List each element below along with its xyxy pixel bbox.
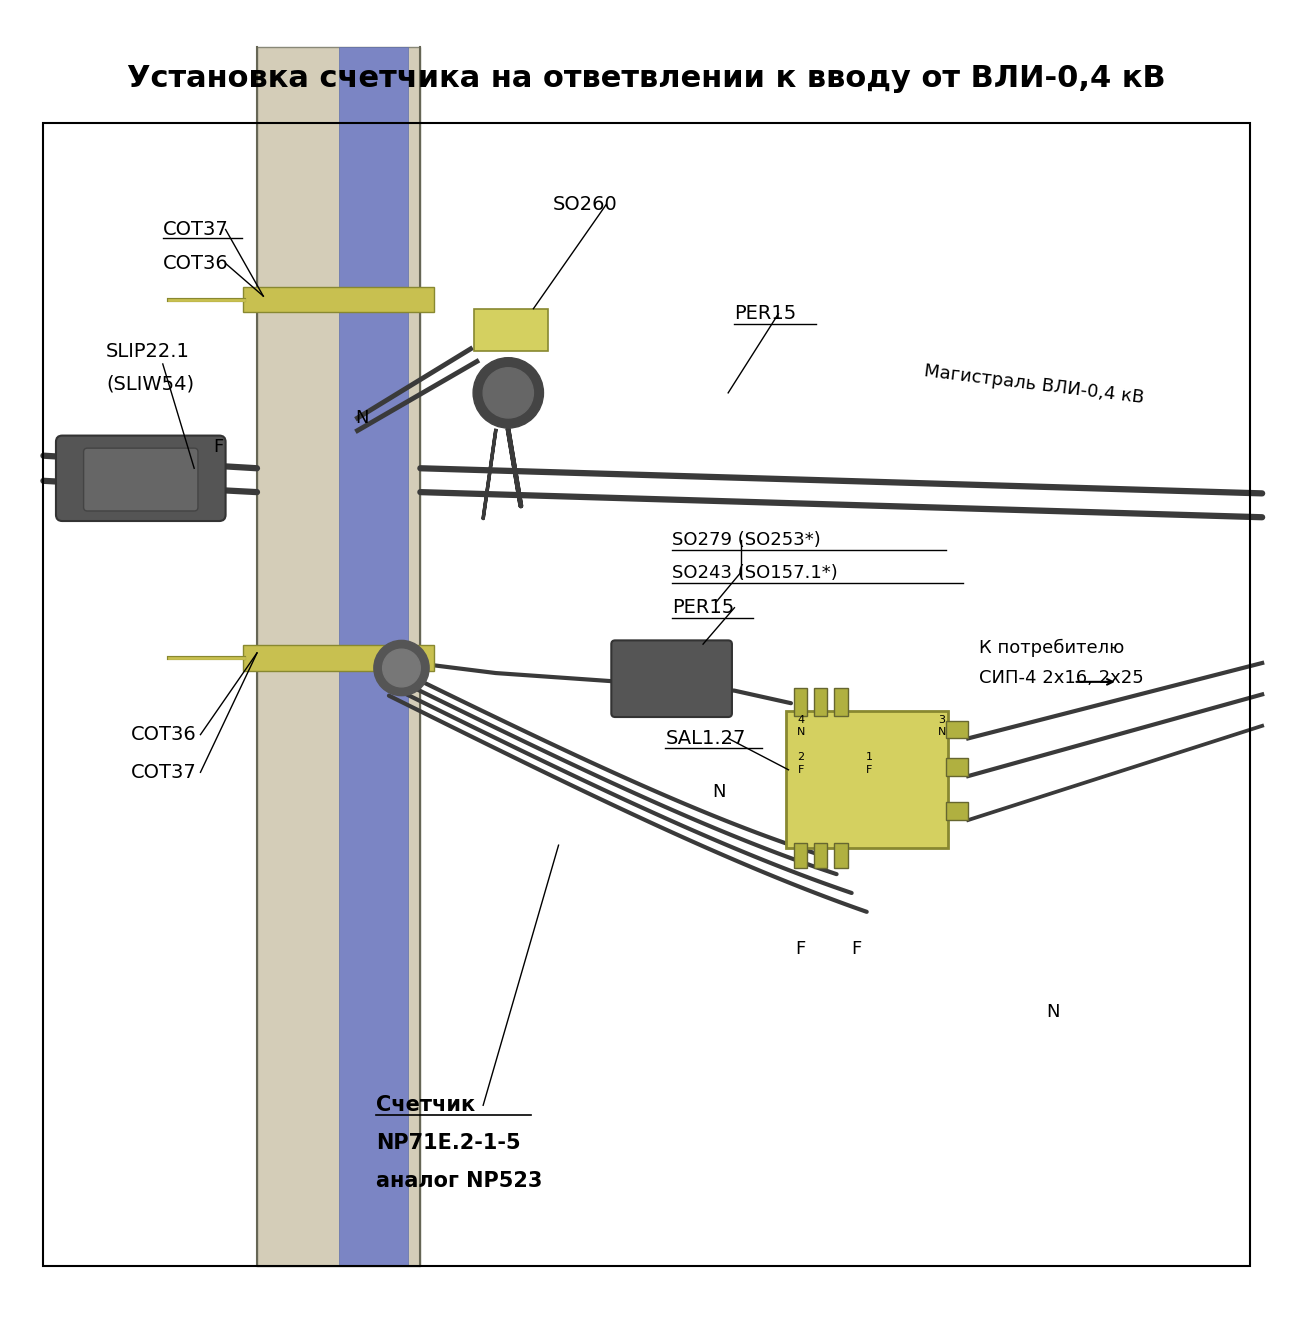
Text: N: N: [1046, 1004, 1059, 1021]
FancyBboxPatch shape: [243, 646, 434, 671]
Text: СОТ36: СОТ36: [132, 725, 197, 744]
Text: СОТ36: СОТ36: [163, 255, 229, 273]
Circle shape: [484, 367, 534, 418]
Text: К потребителю: К потребителю: [980, 639, 1125, 658]
FancyBboxPatch shape: [56, 435, 225, 521]
Bar: [794, 688, 807, 716]
FancyBboxPatch shape: [786, 711, 948, 847]
Bar: [813, 688, 828, 716]
Circle shape: [473, 358, 543, 428]
Text: N: N: [356, 408, 369, 427]
Text: NP71E.2-1-5: NP71E.2-1-5: [376, 1132, 521, 1154]
Bar: [834, 688, 847, 716]
Bar: [945, 721, 968, 739]
Text: SO279 (SO253*): SO279 (SO253*): [671, 530, 820, 549]
Text: N: N: [712, 784, 725, 801]
Text: аналог NP523: аналог NP523: [376, 1171, 543, 1191]
Text: СОТ37: СОТ37: [132, 762, 197, 782]
Text: SO243 (SO157.1*): SO243 (SO157.1*): [671, 564, 838, 582]
Text: 2: 2: [798, 752, 804, 762]
Bar: [834, 842, 847, 867]
Text: Установка счетчика на ответвлении к вводу от ВЛИ-0,4 кВ: Установка счетчика на ответвлении к ввод…: [127, 64, 1166, 93]
FancyBboxPatch shape: [612, 640, 732, 717]
Text: (SLIW54): (SLIW54): [106, 374, 194, 394]
Text: F: F: [795, 940, 806, 959]
Text: F: F: [213, 438, 224, 456]
Bar: [794, 842, 807, 867]
Text: F: F: [866, 765, 871, 774]
Text: F: F: [798, 765, 804, 774]
FancyBboxPatch shape: [243, 288, 434, 313]
FancyBboxPatch shape: [475, 309, 548, 351]
Bar: [339, 48, 407, 1266]
Text: СОТ37: СОТ37: [163, 220, 229, 239]
Bar: [945, 802, 968, 819]
Text: 4: 4: [798, 715, 804, 724]
Bar: [945, 758, 968, 776]
Text: F: F: [851, 940, 861, 959]
Bar: [813, 842, 828, 867]
Text: СИП-4 2х16, 2х25: СИП-4 2х16, 2х25: [980, 670, 1144, 687]
Text: PER15: PER15: [671, 598, 734, 617]
Circle shape: [383, 650, 420, 687]
Bar: [257, 48, 420, 1266]
Text: 3: 3: [939, 715, 945, 724]
Text: SAL1.27: SAL1.27: [666, 729, 746, 748]
Text: Счетчик: Счетчик: [376, 1095, 476, 1115]
Text: Магистраль ВЛИ-0,4 кВ: Магистраль ВЛИ-0,4 кВ: [923, 362, 1146, 407]
Text: PER15: PER15: [734, 304, 796, 324]
Circle shape: [374, 640, 429, 696]
Text: N: N: [796, 727, 806, 737]
Text: N: N: [937, 727, 946, 737]
Text: SO260: SO260: [552, 195, 617, 213]
Text: SLIP22.1: SLIP22.1: [106, 342, 190, 361]
Text: 1: 1: [865, 752, 873, 762]
FancyBboxPatch shape: [84, 448, 198, 511]
